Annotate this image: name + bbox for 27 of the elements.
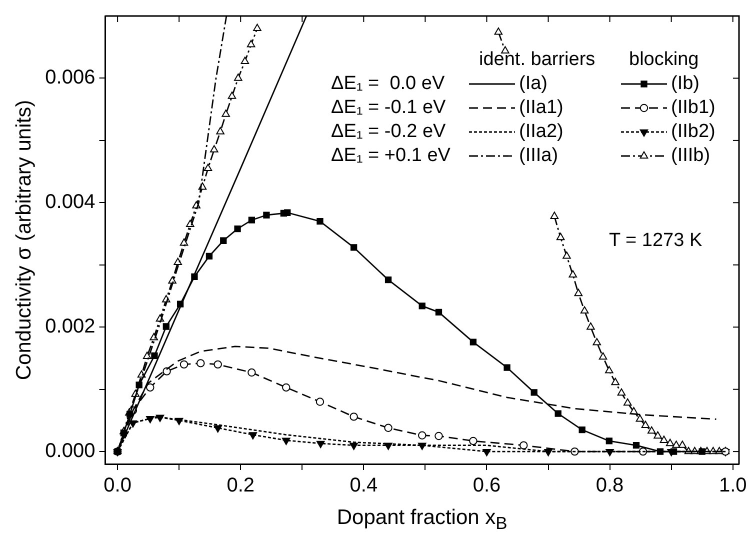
legend-label: (Ia) [519,73,548,94]
x-tick-label: 0.4 [350,474,378,497]
x-tick-label: 0.8 [596,474,624,497]
annotation: ident. barriers [479,49,596,70]
legend-label: (IIa2) [519,121,564,142]
annotation: ΔE₁ = 0.0 eV [331,73,445,94]
y-tick-label: 0.002 [45,316,96,338]
x-axis-title: Dopant fraction x$_{B}$ [336,506,508,534]
annotation: ΔE₁ = -0.2 eV [331,121,446,142]
x-tick-label: 0.2 [226,474,255,497]
y-tick-label: 0.006 [45,66,96,89]
x-tick-label: 0.6 [472,474,501,497]
x-tick-label: 1.0 [718,474,747,497]
x-tick-label: 0.0 [104,474,132,497]
legend-label: (IIa1) [519,97,564,118]
legend-label: (Ib) [671,73,700,94]
y-tick-label: 0.000 [45,440,96,462]
legend-label: (IIb1) [671,97,716,118]
y-tick-label: 0.004 [45,191,96,214]
annotation: T = 1273 K [609,230,702,252]
legend-label: (IIIa) [519,145,558,166]
y-axis-title: Conductivity σ (arbitrary units) [12,100,36,380]
annotation: ΔE₁ = -0.1 eV [331,97,446,118]
legend-label: (IIIb) [671,145,710,166]
annotation: ΔE₁ = +0.1 eV [331,145,451,166]
legend-label: (IIb2) [671,121,716,142]
annotation: blocking [629,49,699,70]
